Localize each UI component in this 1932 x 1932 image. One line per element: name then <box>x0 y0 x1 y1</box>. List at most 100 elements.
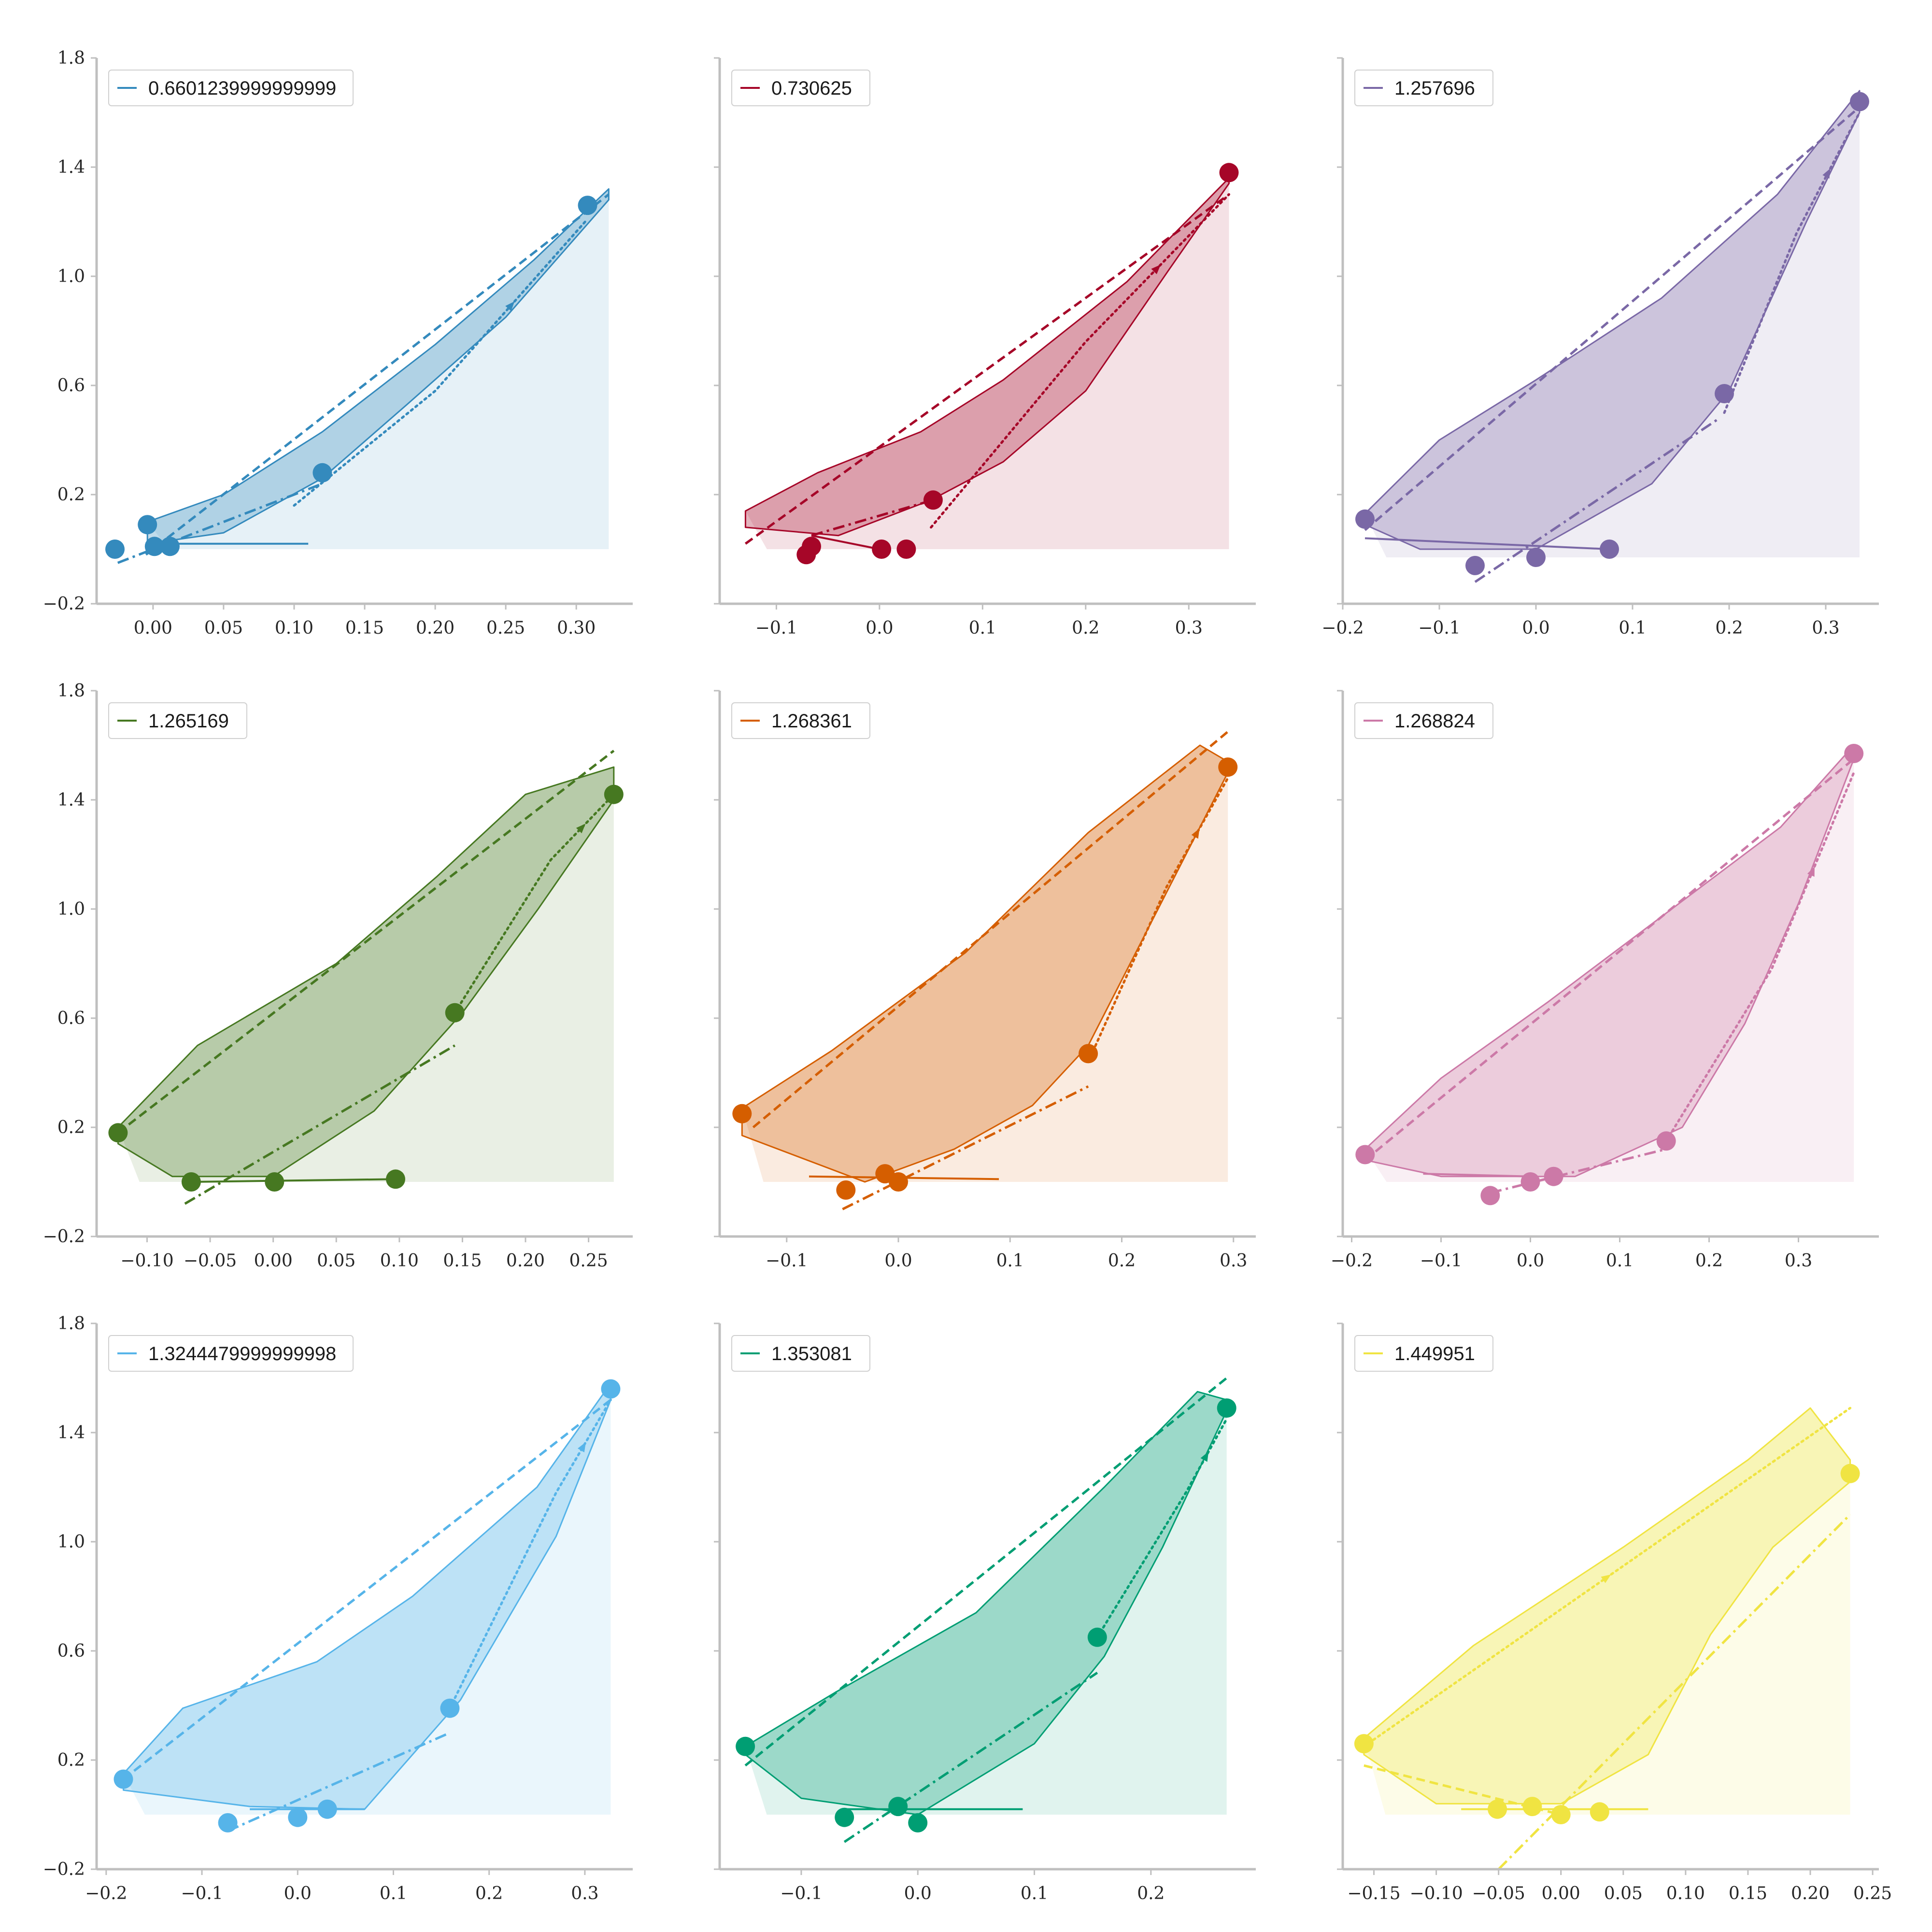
data-point-5 <box>1656 1131 1676 1151</box>
x-tick-label: 0.1 <box>1021 1884 1048 1904</box>
area-fill <box>742 745 1228 1182</box>
x-tick-label: 0.20 <box>1791 1884 1830 1904</box>
dashdot-line <box>1474 417 1720 583</box>
dashdot-line <box>811 498 934 537</box>
legend-label: 1.257696 <box>1394 78 1475 99</box>
dotted-line <box>293 217 589 507</box>
legend-label: 1.268361 <box>771 710 852 732</box>
data-point-3 <box>1520 1172 1540 1192</box>
x-tick-label: −0.2 <box>85 1884 127 1904</box>
x-tick-label: 0.3 <box>1175 618 1203 638</box>
data-point-1 <box>1354 1734 1374 1754</box>
y-tick-label: −0.2 <box>43 1860 85 1879</box>
dashdot-line <box>227 1732 451 1833</box>
x-tick-label: 0.25 <box>1853 1884 1892 1904</box>
x-tick-label: 0.05 <box>1604 1884 1643 1904</box>
data-point-3 <box>1526 548 1546 567</box>
x-tick-label: 0.00 <box>1542 1884 1580 1904</box>
x-tick-label: 0.30 <box>557 618 596 638</box>
x-tick-label: 0.3 <box>1220 1251 1247 1271</box>
dashdot-line <box>1490 1148 1667 1194</box>
x-tick-label: 0.2 <box>475 1884 503 1904</box>
data-point-1 <box>736 1736 755 1756</box>
arrow-marker <box>1601 1574 1611 1583</box>
y-tick-label: 1.8 <box>57 1314 85 1334</box>
plot-area <box>1355 90 1869 583</box>
y-tick-label: 0.2 <box>57 1118 85 1137</box>
panel-4: −0.2 0.2 0.6 1.0 1.4 1.8 −0.10 −0.05 0.00 0.05 0.1… <box>43 681 633 1271</box>
x-tick-label: 0.1 <box>969 618 996 638</box>
dashed-line <box>744 1377 1228 1767</box>
data-point-4 <box>896 540 916 559</box>
panel-6: −0.2 −0.1 0.0 0.1 0.2 0.3 1.268824 <box>1331 690 1879 1271</box>
dashed-line <box>1364 106 1861 531</box>
area-fill <box>147 189 609 549</box>
arrow-marker <box>1200 1451 1209 1462</box>
panel-9: −0.15 −0.10 −0.05 0.00 0.05 0.10 0.15 0.20 0.25 1… <box>1337 1322 1892 1904</box>
legend-box <box>108 1335 354 1372</box>
dashdot-line <box>842 1085 1089 1210</box>
data-point-1 <box>114 1769 133 1789</box>
legend-box <box>1354 702 1493 739</box>
data-point-3 <box>288 1807 308 1827</box>
legend-box <box>1354 70 1493 106</box>
data-point-6 <box>1850 92 1869 112</box>
data-point-6 <box>1218 757 1238 777</box>
legend-box <box>731 1335 870 1372</box>
x-tick-label: 0.25 <box>569 1251 608 1271</box>
arrow-marker <box>1822 168 1831 179</box>
data-point-5 <box>313 463 332 483</box>
dashdot-line <box>117 483 323 564</box>
data-point-1 <box>1355 1145 1375 1165</box>
data-point-4 <box>160 537 180 556</box>
area-fill <box>118 767 614 1182</box>
data-point-4 <box>1551 1805 1571 1824</box>
dashdot-line <box>1497 1513 1851 1869</box>
panel-5: −0.1 0.0 0.1 0.2 0.3 1.268361 <box>714 690 1256 1271</box>
legend-box <box>108 702 247 739</box>
x-tick-label: −0.2 <box>1321 618 1364 638</box>
data-point-4 <box>908 1813 928 1833</box>
y-tick-label: 1.8 <box>57 48 85 68</box>
data-point-6 <box>604 784 624 804</box>
x-tick-label: −0.10 <box>120 1251 173 1271</box>
data-point-2 <box>802 537 821 556</box>
data-point-2 <box>218 1813 238 1833</box>
data-point-6 <box>601 1379 621 1399</box>
data-point-2 <box>181 1172 201 1192</box>
x-tick-label: 0.1 <box>1619 618 1646 638</box>
data-point-3 <box>144 537 164 556</box>
x-tick-label: 0.10 <box>380 1251 419 1271</box>
data-point-5 <box>923 490 943 510</box>
x-tick-label: 0.25 <box>486 618 525 638</box>
x-tick-label: 0.15 <box>443 1251 482 1271</box>
area-fill <box>1364 1408 1850 1815</box>
legend-label: 1.268824 <box>1394 710 1475 732</box>
dashdot-line <box>843 1672 1098 1843</box>
data-point-5 <box>440 1698 460 1718</box>
plot-area <box>108 750 624 1205</box>
arrow-marker <box>1151 264 1161 274</box>
data-point-1 <box>108 1123 128 1143</box>
data-point-2 <box>1488 1799 1507 1819</box>
y-tick-label: 1.4 <box>57 790 85 810</box>
x-tick-label: 0.00 <box>134 618 172 638</box>
arrow-marker <box>1191 828 1200 839</box>
x-tick-label: 0.2 <box>1072 618 1099 638</box>
data-point-5 <box>445 1003 465 1023</box>
x-tick-label: 0.05 <box>204 618 243 638</box>
y-tick-label: 0.2 <box>57 485 85 505</box>
plot-area <box>1355 744 1864 1206</box>
arrow-marker <box>1807 866 1815 877</box>
legend-box <box>731 702 870 739</box>
band-fill <box>1364 90 1861 550</box>
legend-label: 1.353081 <box>771 1343 852 1364</box>
panel-2: −0.1 0.0 0.1 0.2 0.3 0.730625 <box>714 57 1256 638</box>
x-tick-label: 0.10 <box>1666 1884 1705 1904</box>
dotted-line <box>1665 771 1855 1142</box>
y-tick-label: 1.0 <box>57 1532 85 1552</box>
legend-box <box>731 70 870 106</box>
data-point-1 <box>1355 509 1375 529</box>
